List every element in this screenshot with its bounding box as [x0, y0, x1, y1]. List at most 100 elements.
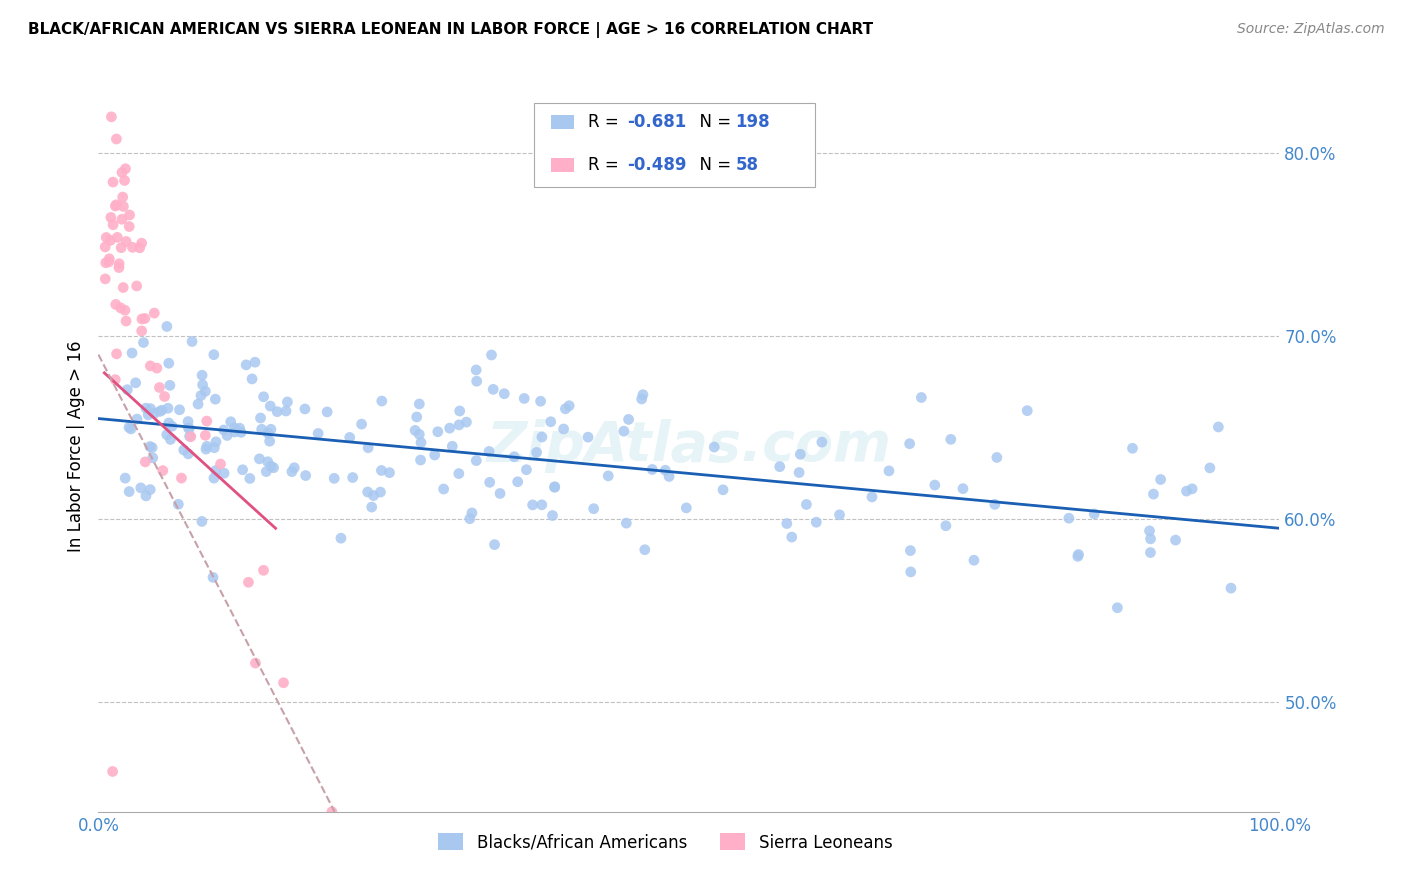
Point [1139, 532, 1161, 546]
Point [1121, 442, 1143, 456]
Point [239, 471, 262, 485]
Point [1057, 511, 1080, 525]
Point [219, 415, 242, 429]
Point [108, 260, 131, 275]
Point [598, 469, 620, 483]
Point [780, 530, 803, 544]
Point [1083, 507, 1105, 521]
Point [256, 455, 278, 469]
Point [634, 542, 657, 557]
Text: R =: R = [588, 113, 624, 131]
Point [482, 382, 505, 396]
Point [118, 219, 141, 234]
Point [232, 463, 254, 477]
Point [156, 401, 179, 416]
Point [408, 427, 430, 442]
Point [139, 401, 162, 416]
Point [249, 451, 271, 466]
Point [201, 570, 224, 584]
Text: -0.681: -0.681 [627, 113, 686, 131]
Point [529, 394, 551, 409]
Point [217, 428, 239, 442]
Point [114, 471, 136, 485]
Point [160, 419, 183, 434]
Point [97, 255, 120, 269]
Point [128, 241, 150, 255]
Point [963, 553, 986, 567]
Point [224, 421, 246, 435]
Point [654, 463, 676, 477]
Point [120, 422, 142, 436]
Point [541, 508, 564, 523]
Point [135, 401, 157, 416]
Point [240, 372, 263, 386]
Point [630, 392, 652, 406]
Point [806, 515, 828, 529]
Point [540, 415, 562, 429]
Point [224, 425, 246, 439]
Point [131, 324, 153, 338]
Point [136, 408, 159, 422]
Point [939, 433, 962, 447]
Point [370, 485, 392, 500]
Point [252, 563, 274, 577]
Point [181, 334, 204, 349]
Point [195, 439, 218, 453]
Point [98, 233, 121, 247]
Point [1067, 549, 1090, 564]
Point [169, 402, 191, 417]
Point [134, 455, 156, 469]
Point [900, 565, 922, 579]
Point [898, 543, 921, 558]
Point [1142, 487, 1164, 501]
Point [294, 401, 316, 416]
Y-axis label: In Labor Force | Age > 16: In Labor Force | Age > 16 [66, 340, 84, 552]
Point [132, 335, 155, 350]
Point [576, 430, 599, 444]
Point [110, 241, 132, 255]
Point [796, 498, 818, 512]
Point [257, 426, 280, 441]
Point [307, 426, 329, 441]
Point [553, 422, 575, 436]
Point [283, 460, 305, 475]
Point [170, 471, 193, 485]
Point [228, 421, 250, 435]
Point [101, 218, 124, 232]
Point [112, 280, 135, 294]
Point [1175, 484, 1198, 499]
Point [194, 428, 217, 442]
Point [143, 306, 166, 320]
Point [177, 421, 200, 435]
Point [121, 346, 143, 360]
Point [157, 416, 180, 430]
Point [554, 401, 576, 416]
Point [433, 482, 456, 496]
Point [143, 406, 166, 420]
Point [478, 444, 501, 458]
Point [94, 256, 117, 270]
Point [481, 348, 503, 362]
Point [342, 470, 364, 484]
Point [489, 486, 512, 500]
Point [378, 466, 401, 480]
Point [494, 386, 516, 401]
Point [614, 516, 637, 530]
Point [118, 208, 141, 222]
Point [153, 390, 176, 404]
Point [94, 272, 117, 286]
Point [105, 198, 128, 212]
Point [104, 297, 127, 311]
Point [141, 441, 163, 455]
Point [984, 497, 1007, 511]
Point [776, 516, 799, 531]
Point [478, 475, 501, 490]
Point [1164, 533, 1187, 547]
Text: -0.489: -0.489 [627, 156, 686, 174]
Point [131, 312, 153, 326]
Point [456, 415, 478, 429]
Point [631, 387, 654, 401]
Point [110, 301, 132, 315]
Point [465, 363, 488, 377]
Point [294, 468, 316, 483]
